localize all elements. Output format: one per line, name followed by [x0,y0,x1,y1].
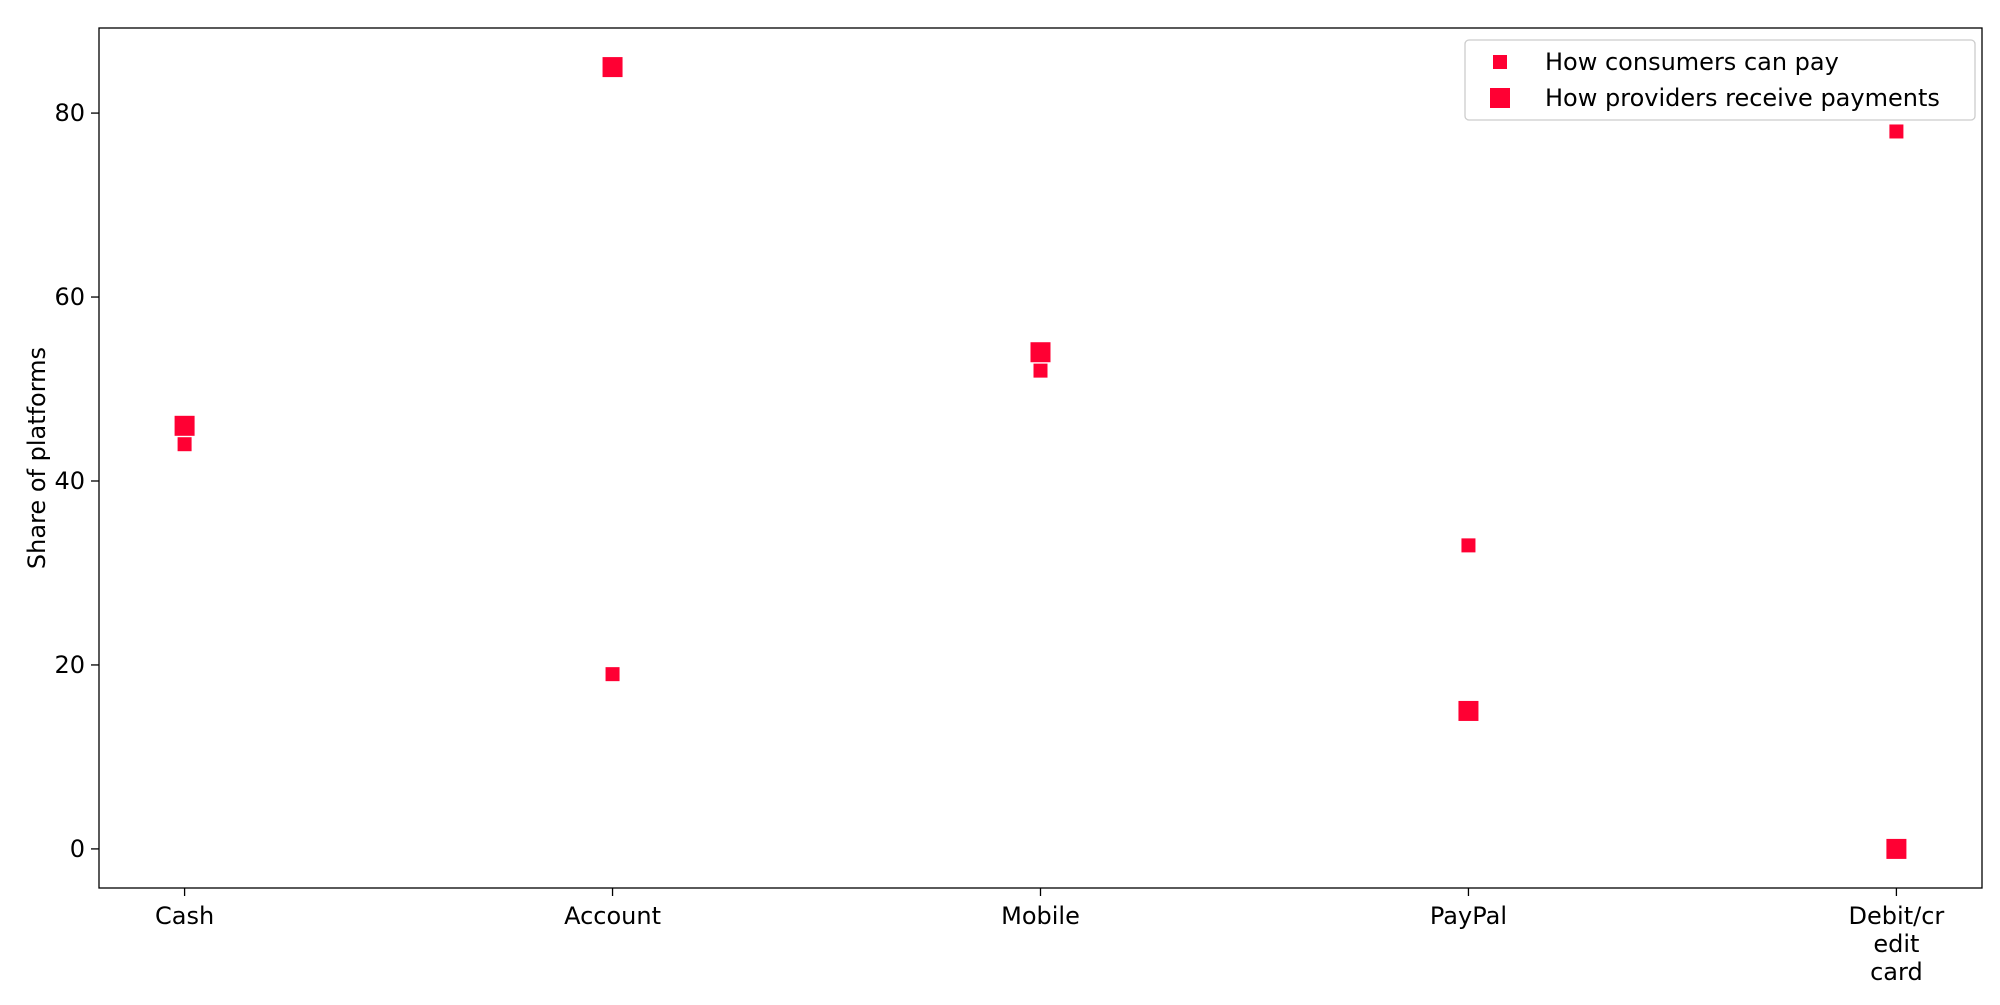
data-point-series-2 [1886,838,1907,859]
y-tick-label: 20 [54,651,85,679]
legend-label: How providers receive payments [1545,84,1940,112]
y-axis: 0 20 40 60 80 [54,99,99,863]
x-tick-label: card [1870,958,1923,986]
x-tick-label: edit [1873,930,1919,958]
x-tick-label: Debit/cr [1849,902,1945,930]
x-tick-label: Account [564,902,661,930]
legend-label: How consumers can pay [1545,48,1839,76]
data-point-series-1 [1033,363,1048,378]
data-points [174,57,1907,859]
y-tick-label: 40 [54,467,85,495]
data-point-series-2 [1458,700,1479,721]
plot-frame [98,27,1983,889]
y-tick-label: 60 [54,283,85,311]
legend-box [1464,39,1976,121]
legend-marker [1490,88,1510,108]
data-point-series-2 [174,415,195,436]
legend: How consumers can pay How providers recei… [1464,39,1976,121]
x-tick-label: PayPal [1430,902,1507,930]
data-point-series-1 [177,437,192,452]
data-point-series-2 [602,57,623,78]
data-point-series-1 [605,667,620,682]
x-tick-label: Mobile [1001,902,1080,930]
data-point-series-1 [1889,124,1904,139]
y-tick-label: 80 [54,99,85,127]
y-axis-label: Share of platforms [23,347,51,569]
data-point-series-2 [1030,342,1051,363]
y-tick-label: 0 [70,835,85,863]
x-tick-label: Cash [155,902,214,930]
legend-marker [1493,55,1507,69]
data-point-series-1 [1461,538,1476,553]
